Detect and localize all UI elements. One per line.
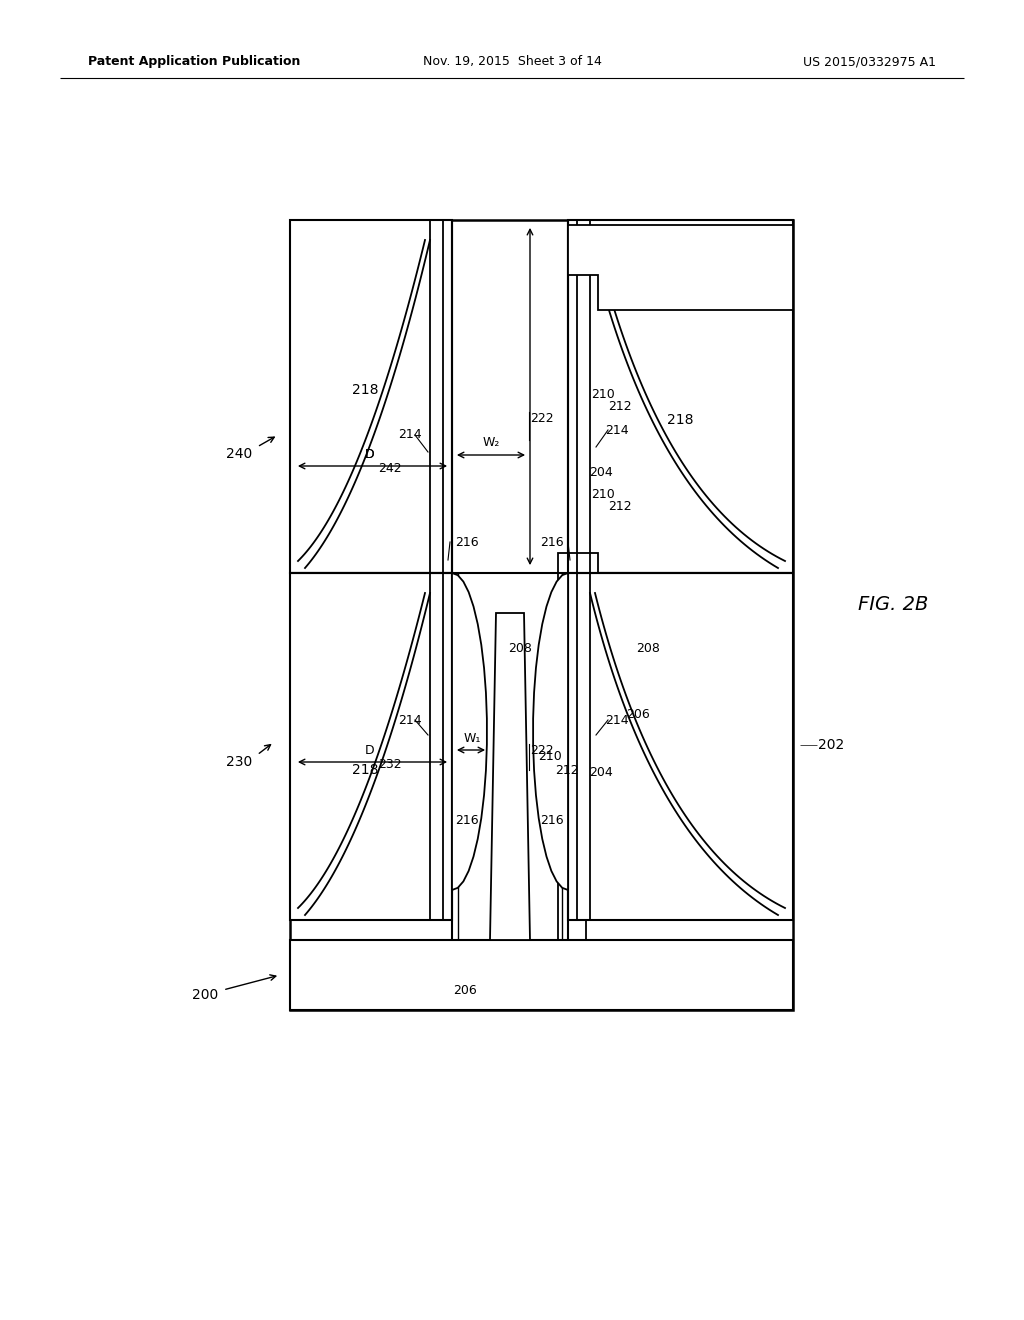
Text: 214: 214 bbox=[605, 424, 629, 437]
Text: 208: 208 bbox=[508, 642, 531, 655]
Text: 242: 242 bbox=[378, 462, 401, 474]
Text: 200: 200 bbox=[191, 987, 218, 1002]
Text: 210: 210 bbox=[591, 488, 614, 502]
Text: D: D bbox=[366, 447, 375, 461]
Polygon shape bbox=[452, 573, 486, 890]
Text: 206: 206 bbox=[631, 248, 655, 261]
Text: Patent Application Publication: Patent Application Publication bbox=[88, 55, 300, 69]
Text: 210: 210 bbox=[591, 388, 614, 401]
Text: 214: 214 bbox=[398, 429, 422, 441]
Text: US 2015/0332975 A1: US 2015/0332975 A1 bbox=[803, 55, 936, 69]
Polygon shape bbox=[558, 553, 598, 940]
Text: Nov. 19, 2015  Sheet 3 of 14: Nov. 19, 2015 Sheet 3 of 14 bbox=[423, 55, 601, 69]
Text: 208: 208 bbox=[636, 642, 659, 655]
Bar bbox=[568, 220, 793, 573]
Text: 206: 206 bbox=[454, 983, 477, 997]
Bar bbox=[290, 220, 452, 573]
Text: 208: 208 bbox=[638, 289, 662, 301]
Bar bbox=[290, 940, 793, 1010]
Text: FIG. 2B: FIG. 2B bbox=[858, 595, 929, 615]
Text: 212: 212 bbox=[608, 500, 632, 513]
Text: 204: 204 bbox=[589, 767, 612, 780]
Text: 222: 222 bbox=[530, 412, 554, 425]
Bar bbox=[290, 573, 452, 920]
Text: 204: 204 bbox=[589, 466, 612, 479]
Text: 210: 210 bbox=[538, 751, 562, 763]
Bar bbox=[290, 220, 793, 1010]
Text: 216: 216 bbox=[541, 536, 564, 549]
Text: 212: 212 bbox=[555, 763, 579, 776]
Text: 212: 212 bbox=[608, 400, 632, 413]
Bar bbox=[568, 573, 793, 920]
Polygon shape bbox=[568, 224, 793, 310]
Text: 240: 240 bbox=[225, 447, 252, 461]
Text: 216: 216 bbox=[541, 813, 564, 826]
Text: 232: 232 bbox=[378, 758, 401, 771]
Polygon shape bbox=[534, 573, 568, 890]
Text: 216: 216 bbox=[455, 813, 478, 826]
Text: 218: 218 bbox=[667, 413, 693, 426]
Text: W₁: W₁ bbox=[463, 731, 480, 744]
Text: 214: 214 bbox=[605, 714, 629, 726]
Text: 230: 230 bbox=[225, 755, 252, 770]
Text: D: D bbox=[366, 743, 375, 756]
Polygon shape bbox=[490, 612, 530, 940]
Text: 218: 218 bbox=[352, 763, 378, 777]
Text: 218: 218 bbox=[352, 383, 378, 397]
Text: D: D bbox=[366, 447, 375, 461]
Text: 214: 214 bbox=[398, 714, 422, 726]
Text: 222: 222 bbox=[530, 743, 554, 756]
Text: 206: 206 bbox=[626, 709, 650, 722]
Text: 216: 216 bbox=[455, 536, 478, 549]
Text: W₂: W₂ bbox=[482, 436, 500, 449]
Text: 202: 202 bbox=[818, 738, 844, 752]
